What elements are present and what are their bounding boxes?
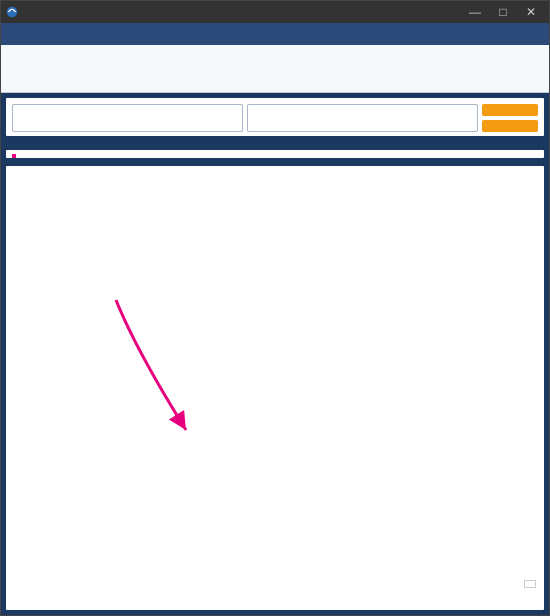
settings-button[interactable]: [482, 104, 538, 116]
toolbar: [1, 45, 549, 93]
signal-history-chart: [12, 172, 538, 606]
connection-panel: [5, 97, 545, 137]
chart-legend: [524, 580, 536, 588]
app-icon: [5, 5, 19, 19]
titlebar: — □ ✕: [1, 1, 549, 23]
minimize-button[interactable]: —: [461, 5, 489, 19]
highlight-annotation: [12, 154, 16, 158]
maximize-button[interactable]: □: [489, 5, 517, 19]
close-button[interactable]: ✕: [517, 5, 545, 19]
disable-button[interactable]: [482, 120, 538, 132]
menubar: [1, 23, 549, 45]
chart-area: [12, 172, 538, 606]
wireless-fieldset: [12, 104, 243, 132]
app-window: — □ ✕: [0, 0, 550, 616]
signal-history-panel: [5, 165, 545, 611]
networks-panel: [5, 149, 545, 159]
addresses-fieldset: [247, 104, 478, 132]
content: [1, 93, 549, 615]
